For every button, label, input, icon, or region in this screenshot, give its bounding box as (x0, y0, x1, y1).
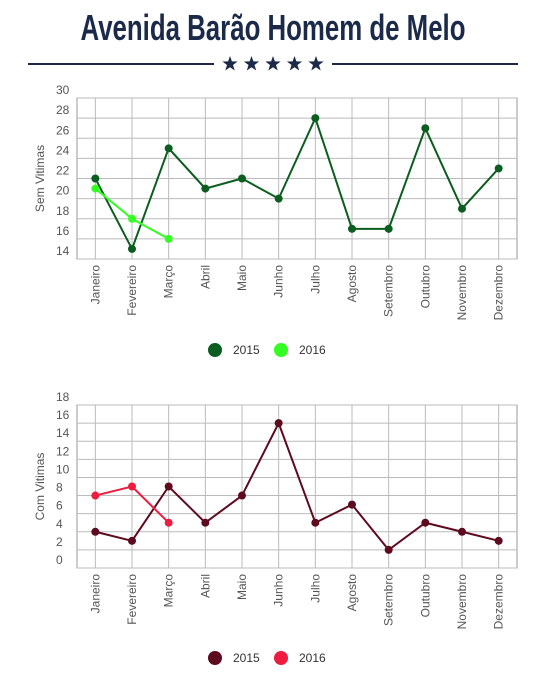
x-tick-label: Setembro (382, 265, 396, 317)
legend-marker (208, 651, 222, 665)
y-tick-label: 12 (56, 444, 70, 458)
legend-label: 2015 (233, 343, 260, 357)
data-point (164, 234, 173, 243)
y-tick-label: 14 (56, 244, 70, 258)
y-tick-label: 2 (56, 535, 63, 549)
x-tick-label: Outubro (418, 574, 432, 618)
y-tick-label: 0 (56, 553, 63, 567)
series-line (95, 420, 499, 552)
data-point (458, 204, 466, 213)
y-tick-label: 4 (56, 517, 63, 531)
y-tick-label: 8 (56, 481, 63, 495)
y-tick-label: 16 (56, 408, 70, 422)
y-tick-label: 16 (56, 224, 70, 238)
y-tick-label: 24 (56, 143, 70, 157)
x-tick-label: Setembro (382, 574, 396, 626)
star (286, 56, 303, 71)
x-tick-label: Fevereiro (125, 574, 139, 625)
x-tick-label: Outubro (418, 265, 432, 309)
data-point (348, 500, 356, 509)
x-tick-label: Dezembro (492, 265, 506, 321)
data-point (164, 482, 173, 491)
y-tick-label: 28 (56, 103, 70, 117)
data-point (311, 518, 320, 527)
data-point (238, 174, 246, 183)
x-tick-label: Maio (235, 574, 249, 600)
x-tick-label: Janeiro (88, 574, 102, 614)
data-point (128, 244, 136, 253)
legend-marker (274, 651, 288, 665)
x-tick-label: Março (162, 265, 176, 299)
data-point (201, 518, 210, 527)
data-point (128, 536, 136, 545)
x-tick-label: Abril (198, 574, 212, 598)
star (243, 56, 260, 71)
data-point (201, 184, 210, 193)
data-point (494, 164, 503, 173)
data-point (311, 114, 320, 123)
data-point (164, 518, 173, 527)
star (308, 56, 324, 71)
data-point (384, 545, 393, 554)
y-tick-label: 14 (56, 426, 70, 440)
data-point (421, 518, 430, 527)
y-tick-label: 18 (56, 390, 70, 404)
legend-marker (208, 343, 222, 357)
data-point (384, 224, 393, 233)
data-point (458, 527, 466, 536)
star (222, 56, 238, 71)
y-tick-label: 18 (56, 204, 70, 218)
legend-label: 2016 (299, 343, 326, 357)
legend-marker (274, 343, 288, 357)
y-tick-label: 20 (56, 184, 70, 198)
data-point (164, 144, 173, 153)
x-tick-label: Novembro (455, 265, 469, 321)
data-point (91, 174, 100, 183)
x-tick-label: Junho (272, 574, 286, 607)
y-tick-label: 10 (56, 462, 70, 476)
x-tick-label: Novembro (455, 574, 469, 630)
series-line (94, 115, 500, 252)
x-tick-label: Fevereiro (125, 265, 139, 316)
data-point (91, 184, 100, 193)
x-tick-label: Agosto (345, 265, 359, 303)
data-point (128, 482, 136, 491)
y-tick-label: 22 (56, 164, 70, 178)
data-point (128, 214, 136, 223)
data-point (348, 224, 356, 233)
stars (222, 56, 324, 71)
x-tick-label: Dezembro (492, 574, 506, 630)
legend-label: 2015 (233, 651, 260, 665)
x-tick-label: Julho (308, 574, 322, 603)
x-tick-label: Janeiro (88, 265, 102, 305)
y-tick-label: 26 (56, 123, 70, 137)
data-point (91, 527, 100, 536)
x-tick-label: Agosto (345, 574, 359, 612)
data-point (494, 536, 503, 545)
data-point (91, 491, 100, 500)
data-point (274, 419, 283, 428)
page-title: Avenida Barão Homem de Melo (81, 7, 466, 48)
x-tick-label: Abril (198, 265, 212, 289)
star (265, 56, 281, 71)
y-axis-label: Sem Vitimas (33, 145, 47, 212)
data-point (238, 491, 246, 500)
x-tick-label: Maio (235, 265, 249, 291)
data-point (274, 194, 283, 203)
x-tick-label: Junho (272, 265, 286, 298)
x-tick-label: Julho (308, 265, 322, 294)
y-axis-label: Com Vitimas (33, 453, 47, 521)
x-tick-label: Março (162, 574, 176, 608)
y-tick-label: 6 (56, 499, 63, 513)
data-point (421, 124, 430, 133)
plot-border (76, 404, 518, 569)
y-tick-label: 30 (56, 83, 70, 97)
legend-label: 2016 (299, 651, 326, 665)
